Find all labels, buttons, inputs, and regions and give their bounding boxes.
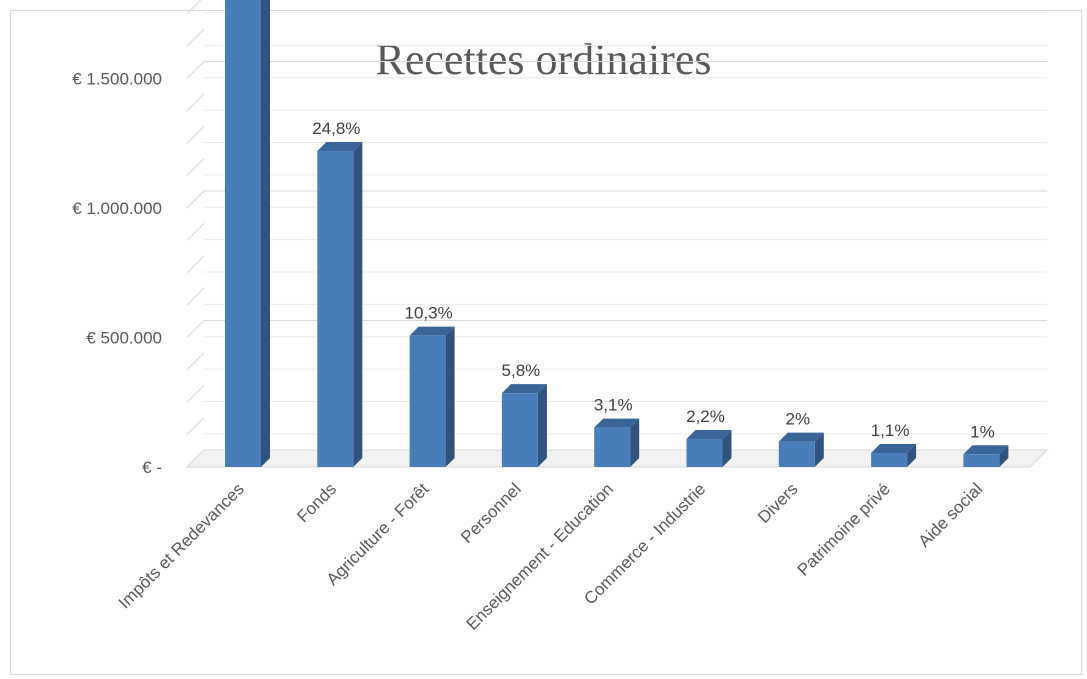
side-wall-line bbox=[186, 28, 205, 47]
x-tick-label: Impôts et Redevances bbox=[115, 479, 248, 612]
side-wall-line bbox=[186, 93, 205, 112]
bar bbox=[225, 0, 261, 468]
bar-side bbox=[722, 430, 732, 467]
side-wall-line bbox=[186, 255, 205, 274]
bar-side bbox=[814, 432, 824, 467]
bar-top bbox=[317, 142, 363, 152]
data-label: 2% bbox=[786, 410, 811, 429]
data-label: 10,3% bbox=[404, 304, 452, 323]
y-tick-label: € - bbox=[142, 458, 162, 477]
x-tick-label: Enseignement - Education bbox=[463, 479, 617, 633]
data-label: 5,8% bbox=[502, 361, 541, 380]
chart-title: Recettes ordinaires bbox=[375, 35, 712, 84]
bar-side bbox=[261, 0, 270, 467]
side-wall-line bbox=[186, 125, 205, 144]
y-tick-label: € 1.500.000 bbox=[72, 70, 162, 89]
bar-side bbox=[353, 142, 363, 467]
bar-top bbox=[871, 444, 917, 454]
side-wall-line bbox=[186, 287, 205, 306]
bar-top bbox=[594, 418, 640, 428]
bar-side bbox=[445, 326, 455, 467]
side-wall-line bbox=[186, 0, 202, 15]
data-label: 24,8% bbox=[312, 119, 360, 138]
side-wall-line bbox=[186, 320, 205, 338]
bar-side bbox=[537, 384, 547, 467]
x-tick-label: Divers bbox=[754, 479, 801, 526]
bar-side bbox=[630, 418, 640, 467]
bar bbox=[409, 335, 446, 467]
side-wall-line bbox=[186, 352, 205, 371]
side-wall-line bbox=[186, 223, 205, 241]
bar-top bbox=[686, 430, 732, 440]
chart-frame bbox=[10, 10, 1082, 675]
bar-top bbox=[778, 432, 824, 442]
data-label: 2,2% bbox=[686, 407, 725, 426]
bar bbox=[501, 393, 538, 467]
y-tick-label: € 500.000 bbox=[86, 329, 162, 348]
y-tick-label: € 1.000.000 bbox=[72, 199, 162, 218]
side-wall-line bbox=[186, 190, 205, 209]
data-label: 3,1% bbox=[594, 396, 633, 415]
side-wall-line bbox=[186, 417, 205, 435]
bar-top bbox=[409, 326, 455, 336]
bar bbox=[594, 427, 631, 467]
bar-top bbox=[963, 445, 1009, 455]
x-tick-label: Patrimoine privé bbox=[794, 479, 894, 579]
side-wall-line bbox=[186, 158, 205, 176]
bar-side bbox=[907, 444, 917, 467]
data-label: 1% bbox=[970, 422, 995, 441]
bar bbox=[778, 441, 815, 467]
x-tick-label: Fonds bbox=[293, 479, 340, 526]
x-tick-label: Personnel bbox=[457, 479, 525, 547]
x-tick-label: Agriculture - Forêt bbox=[323, 479, 433, 589]
data-label: 1,1% bbox=[871, 421, 910, 440]
side-wall-line bbox=[186, 384, 205, 403]
bar bbox=[963, 454, 1000, 467]
bar bbox=[317, 151, 354, 467]
bar bbox=[871, 453, 908, 467]
side-wall-line bbox=[186, 61, 205, 79]
x-tick-label: Aide social bbox=[915, 479, 987, 551]
bar bbox=[686, 439, 723, 467]
bar-side bbox=[999, 445, 1009, 467]
bar-top bbox=[501, 384, 547, 394]
